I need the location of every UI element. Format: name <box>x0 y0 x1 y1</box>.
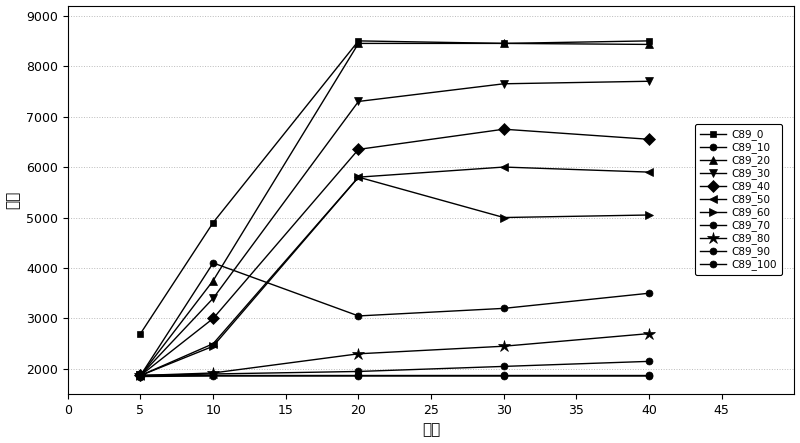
C89_100 <box>644 373 654 379</box>
Line: C89_40: C89_40 <box>136 125 654 380</box>
C89_50 <box>499 164 509 170</box>
Line: C89_30: C89_30 <box>136 77 654 380</box>
C89_80 <box>208 370 218 376</box>
C89_60 <box>499 215 509 220</box>
C89_10 <box>354 373 363 378</box>
C89_80 <box>136 373 146 378</box>
C89_30 <box>208 295 218 301</box>
C89_60 <box>208 344 218 349</box>
Line: C89_100: C89_100 <box>137 373 653 380</box>
C89_60 <box>136 373 146 378</box>
Line: C89_70: C89_70 <box>137 260 653 379</box>
Line: C89_90: C89_90 <box>137 358 653 379</box>
C89_70 <box>644 291 654 296</box>
C89_30 <box>354 99 363 104</box>
Legend: C89_0, C89_10, C89_20, C89_30, C89_40, C89_50, C89_60, C89_70, C89_80, C89_90, C: C89_0, C89_10, C89_20, C89_30, C89_40, C… <box>695 124 782 276</box>
C89_0 <box>644 38 654 43</box>
C89_90 <box>354 369 363 374</box>
C89_100 <box>208 373 218 379</box>
C89_80 <box>499 344 509 349</box>
C89_40 <box>644 136 654 142</box>
C89_60 <box>354 175 363 180</box>
C89_50 <box>354 175 363 180</box>
Line: C89_60: C89_60 <box>136 173 654 380</box>
C89_90 <box>136 373 146 378</box>
C89_20 <box>354 41 363 46</box>
Line: C89_10: C89_10 <box>137 372 653 379</box>
C89_90 <box>499 364 509 369</box>
C89_30 <box>136 373 146 378</box>
C89_20 <box>208 278 218 283</box>
C89_70 <box>499 306 509 311</box>
C89_90 <box>644 359 654 364</box>
C89_20 <box>499 41 509 46</box>
C89_10 <box>208 373 218 378</box>
C89_100 <box>136 374 146 379</box>
C89_0 <box>499 41 509 46</box>
C89_10 <box>136 373 146 378</box>
C89_0 <box>136 331 146 336</box>
C89_40 <box>136 373 146 378</box>
C89_70 <box>136 373 146 378</box>
C89_50 <box>208 341 218 346</box>
C89_100 <box>499 373 509 379</box>
C89_80 <box>644 331 654 336</box>
C89_40 <box>354 147 363 152</box>
C89_30 <box>499 81 509 86</box>
C89_70 <box>354 313 363 319</box>
C89_20 <box>644 42 654 47</box>
C89_100 <box>354 373 363 379</box>
Line: C89_0: C89_0 <box>137 37 653 337</box>
Line: C89_20: C89_20 <box>136 39 654 380</box>
C89_80 <box>354 351 363 357</box>
X-axis label: 流量: 流量 <box>422 423 440 437</box>
C89_0 <box>354 38 363 43</box>
C89_90 <box>208 371 218 377</box>
C89_70 <box>208 260 218 266</box>
C89_30 <box>644 78 654 84</box>
Line: C89_50: C89_50 <box>136 163 654 380</box>
C89_50 <box>644 169 654 175</box>
C89_10 <box>644 373 654 378</box>
C89_40 <box>499 127 509 132</box>
Line: C89_80: C89_80 <box>134 327 655 382</box>
C89_0 <box>208 220 218 225</box>
Y-axis label: 电阱: 电阱 <box>6 191 21 209</box>
C89_10 <box>499 373 509 378</box>
C89_60 <box>644 212 654 218</box>
C89_50 <box>136 373 146 378</box>
C89_20 <box>136 373 146 378</box>
C89_40 <box>208 316 218 321</box>
